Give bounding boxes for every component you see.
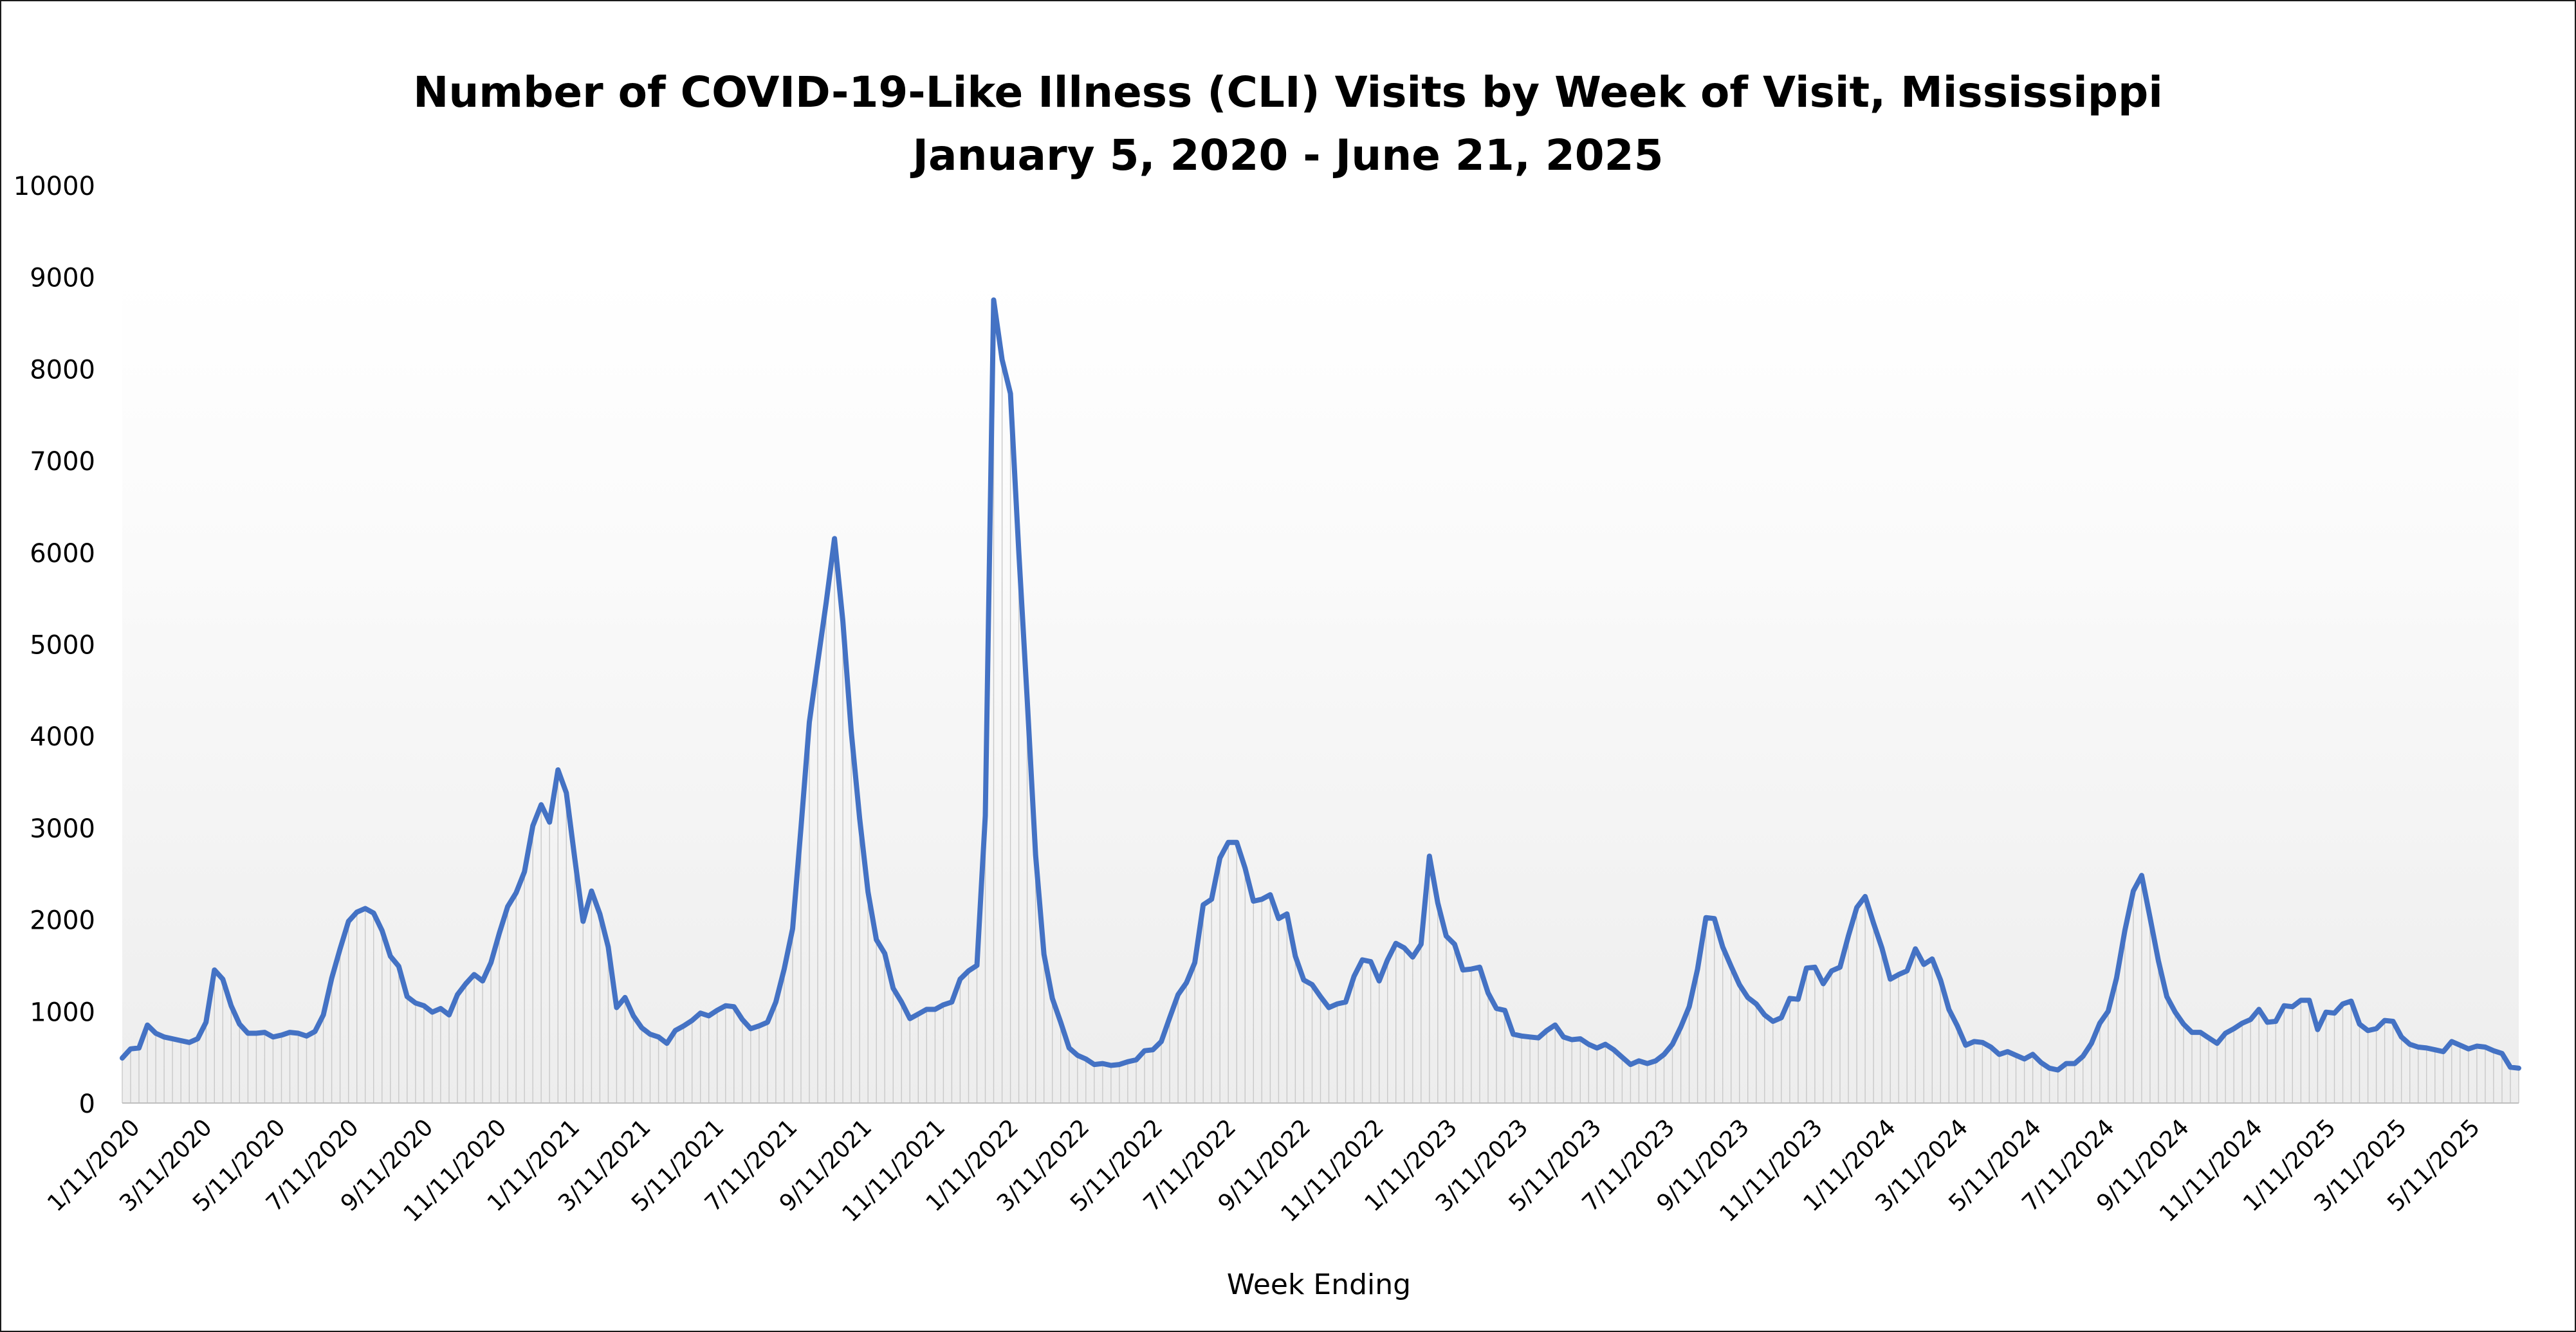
y-axis-ticks: 0 1000 2000 3000 4000 5000 6000 7000 8000 9000 100… — [14, 172, 95, 1119]
y-tick-label: 10000 — [14, 172, 95, 201]
y-tick-label: 1000 — [30, 998, 95, 1027]
y-tick-label: 9000 — [30, 264, 95, 293]
y-tick-label: 7000 — [30, 447, 95, 477]
y-tick-label: 8000 — [30, 355, 95, 385]
chart-subtitle: January 5, 2020 - June 21, 2025 — [912, 131, 1664, 180]
chart-title: Number of COVID-19-Like Illness (CLI) Vi… — [413, 68, 2163, 117]
y-tick-label: 5000 — [30, 631, 95, 661]
y-tick-label: 0 — [79, 1090, 95, 1119]
y-tick-label: 2000 — [30, 906, 95, 936]
data-stems — [122, 300, 2519, 1103]
x-axis-title: Week Ending — [1226, 1268, 1412, 1301]
series-line — [120, 297, 2521, 1073]
chart-title-block: Number of COVID-19-Like Illness (CLI) Vi… — [0, 61, 2576, 187]
y-tick-label: 3000 — [30, 814, 95, 844]
y-tick-label: 6000 — [30, 539, 95, 569]
x-axis-ticks: 1/11/20203/11/20205/11/20207/11/20209/11… — [42, 1114, 2485, 1227]
y-tick-label: 4000 — [30, 722, 95, 752]
